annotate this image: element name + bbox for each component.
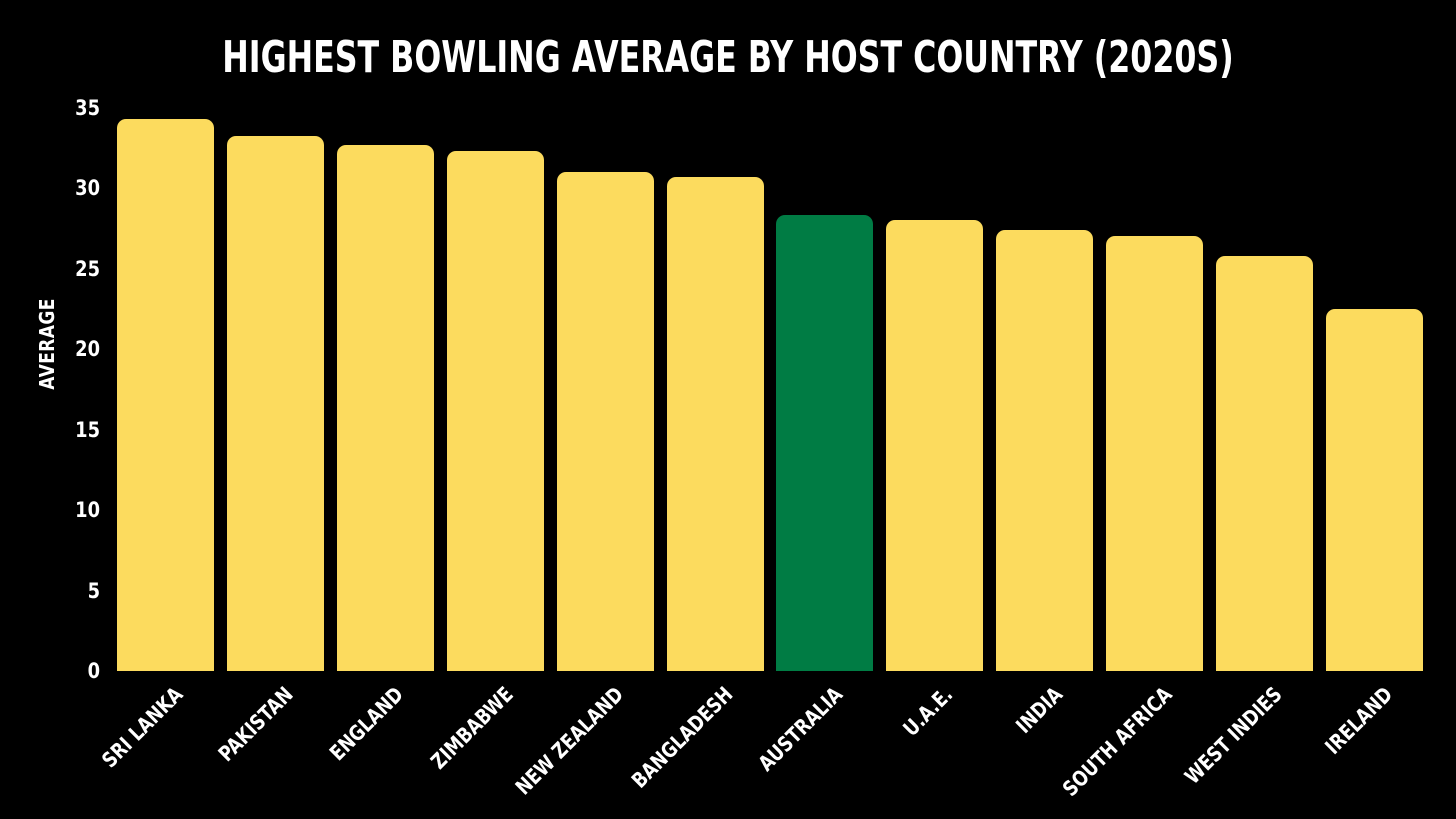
bar-west-indies [1216,256,1313,671]
x-tick-label-zimbabwe: ZIMBABWE [426,682,518,774]
bar-australia [776,215,873,671]
y-tick-label-35: 35 [75,95,100,120]
y-tick-label-15: 15 [75,417,100,442]
x-tick-label-india: INDIA [1011,682,1067,739]
bar-south-africa [1106,236,1203,671]
chart-title: HIGHEST BOWLING AVERAGE BY HOST COUNTRY … [222,32,1234,83]
x-tick-label-bangladesh: BANGLADESH [627,682,738,793]
bar-bangladesh [667,177,764,671]
x-tick-label-new-zealand: NEW ZEALAND [510,682,628,800]
bar-pakistan [227,136,324,671]
bar-sri-lanka [117,119,214,671]
x-tick-label-pakistan: PAKISTAN [213,682,298,767]
bar-ireland [1326,309,1423,671]
x-tick-label-sri-lanka: SRI LANKA [97,682,188,773]
x-tick-label-australia: AUSTRALIA [753,682,847,776]
bar-new-zealand [557,172,654,671]
y-tick-label-5: 5 [87,578,100,603]
x-tick-label-u-a-e: U.A.E. [898,682,957,742]
x-tick-label-west-indies: WEST INDIES [1180,682,1287,789]
bar-india [996,230,1093,671]
x-tick-label-ireland: IRELAND [1320,682,1397,759]
y-tick-label-20: 20 [75,337,100,361]
x-tick-label-england: ENGLAND [324,682,408,766]
y-tick-label-25: 25 [75,256,100,281]
bar-zimbabwe [447,151,544,671]
bar-england [337,145,434,671]
bar-u-a-e [886,220,983,671]
y-tick-label-30: 30 [75,176,100,200]
y-tick-label-0: 0 [87,659,100,683]
x-tick-label-south-africa: SOUTH AFRICA [1058,682,1177,802]
y-tick-label-10: 10 [75,498,100,522]
